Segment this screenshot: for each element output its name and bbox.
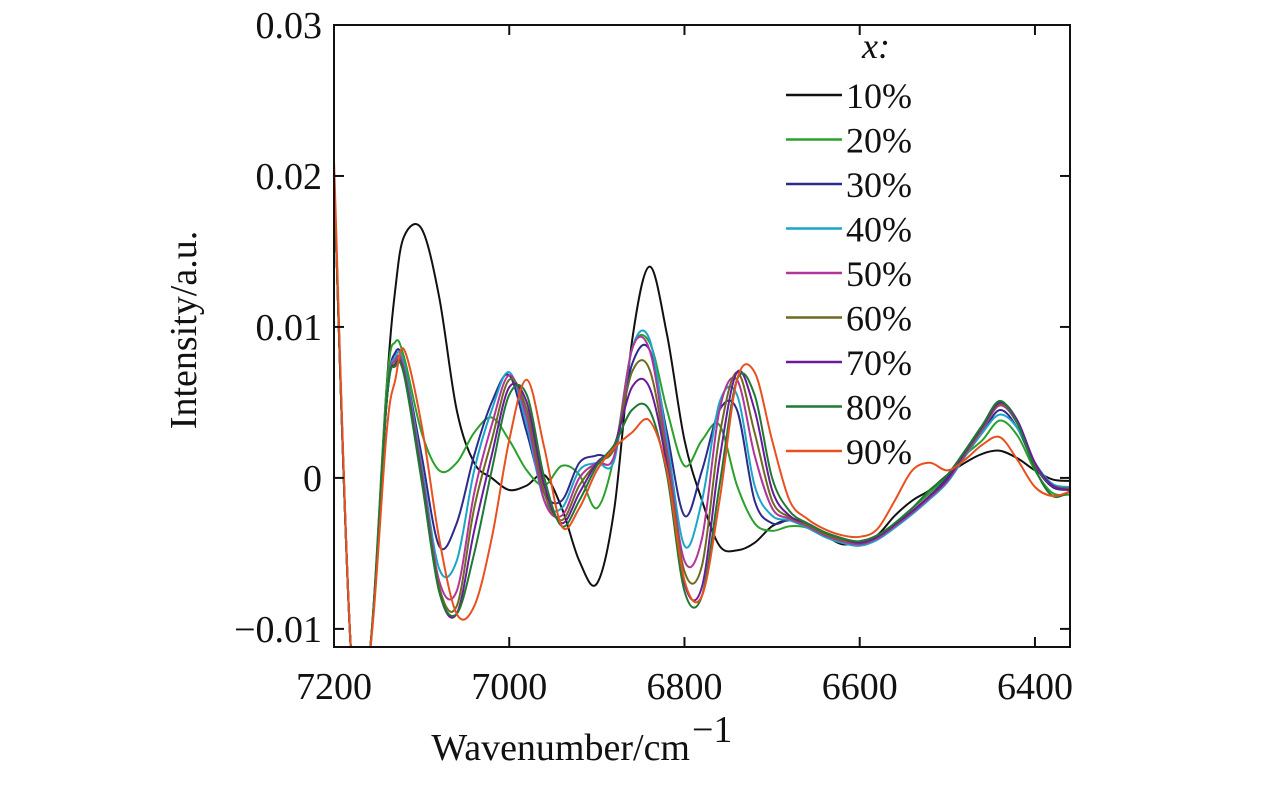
legend: x: 10% 20%30% 40%50% 60%70% 80%90% bbox=[786, 26, 912, 472]
legend-label-70%: 70% bbox=[846, 343, 912, 383]
x-tick-label: 7200 bbox=[296, 666, 372, 708]
legend-label-30%: 30% bbox=[846, 165, 912, 205]
series-layer bbox=[334, 160, 1070, 647]
x-tick-label: 6600 bbox=[822, 666, 898, 708]
plot-frame bbox=[333, 24, 1071, 648]
y-tick-label: −0.01 bbox=[234, 609, 322, 651]
x-tick-label: 7000 bbox=[471, 666, 547, 708]
legend-label-80%: 80% bbox=[846, 388, 912, 428]
x-axis-title: Wavenumber/cm bbox=[431, 727, 690, 769]
ticks-layer: 7200 7000 6800 6600 6400 −0.01 0 0.01 0.02 0.03 bbox=[234, 5, 1073, 708]
legend-label-60%: 60% bbox=[846, 299, 912, 339]
x-tick-label: 6800 bbox=[646, 666, 722, 708]
x-tick-label: 6400 bbox=[997, 666, 1073, 708]
y-axis-title: Intensity/a.u. bbox=[163, 231, 205, 429]
y-tick-label: 0.01 bbox=[256, 307, 323, 349]
x-axis-title-superscript: −1 bbox=[692, 709, 732, 751]
legend-label-20%: 20% bbox=[846, 121, 912, 161]
legend-label-40%: 40% bbox=[846, 210, 912, 250]
y-tick-label: 0 bbox=[303, 458, 322, 500]
legend-title: x: bbox=[861, 26, 890, 66]
y-tick-label: 0.02 bbox=[256, 156, 323, 198]
legend-label-90%: 90% bbox=[846, 432, 912, 472]
legend-label-50%: 50% bbox=[846, 254, 912, 294]
legend-label-10%: 10% bbox=[846, 76, 912, 116]
series-line-40% bbox=[334, 175, 1070, 647]
y-tick-label: 0.03 bbox=[256, 5, 323, 47]
series-line-90% bbox=[334, 160, 1070, 647]
series-line-20% bbox=[334, 175, 1070, 647]
